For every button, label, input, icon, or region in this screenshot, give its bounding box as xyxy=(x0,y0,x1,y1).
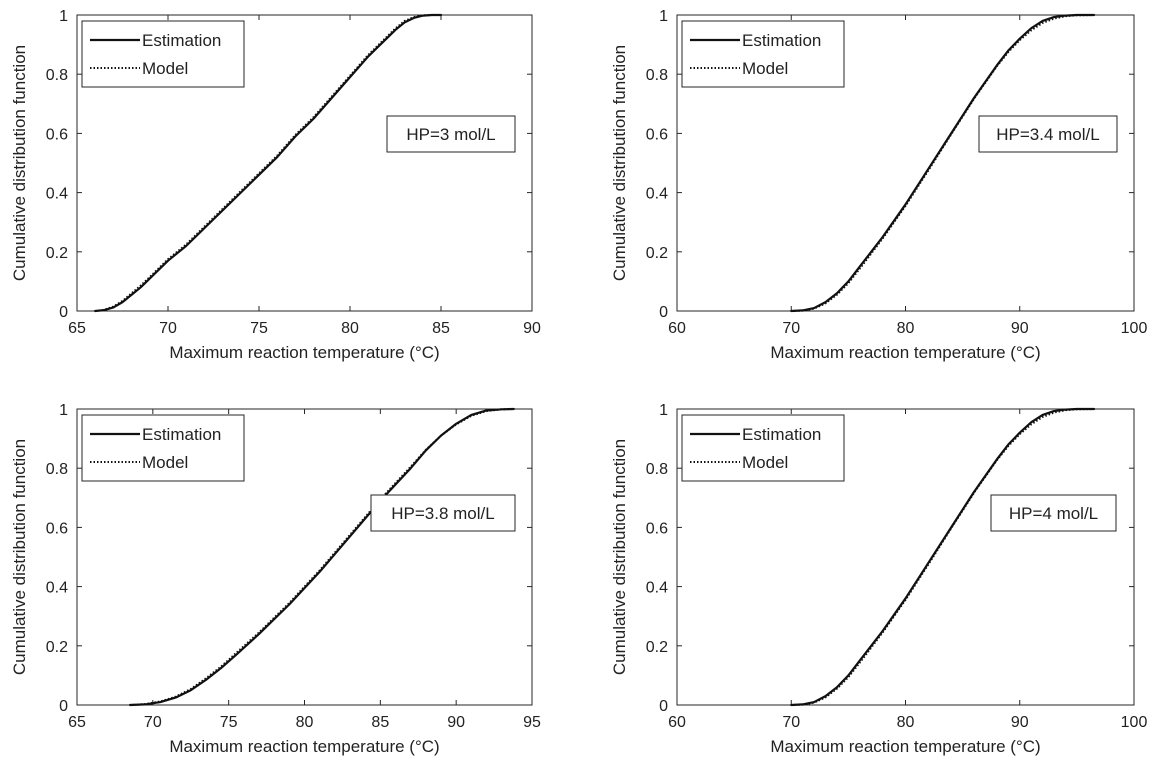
y-tick-label: 0.8 xyxy=(646,461,668,478)
x-axis-title: Maximum reaction temperature (°C) xyxy=(770,343,1040,362)
x-tick-label: 100 xyxy=(1121,320,1148,337)
annotation-text: HP=3 mol/L xyxy=(406,125,495,144)
chart-panel-1: 65 70 75 80 85 90 0 0.2 0.4 0.6 0.8 1 Maximum reacti… xyxy=(10,8,541,362)
y-tick-label: 0.6 xyxy=(46,520,68,537)
x-axis-title: Maximum reaction temperature (°C) xyxy=(169,343,439,362)
x-axis-title: Maximum reaction temperature (°C) xyxy=(770,737,1040,756)
y-tick-label: 0.6 xyxy=(46,126,68,143)
y-tick-label: 0.4 xyxy=(646,186,668,203)
x-tick-label: 70 xyxy=(144,714,162,731)
x-axis-title: Maximum reaction temperature (°C) xyxy=(169,737,439,756)
y-tick-label: 0 xyxy=(659,698,668,715)
legend-box xyxy=(681,414,845,482)
y-tick-label: 0.2 xyxy=(646,639,668,656)
series-line-model xyxy=(791,14,1095,312)
x-tick-label: 60 xyxy=(668,320,686,337)
legend-box xyxy=(681,20,845,88)
legend-label-model: Model xyxy=(142,59,188,78)
x-tick-label: 95 xyxy=(523,714,541,731)
legend-label-model: Model xyxy=(742,453,788,472)
x-tick-label: 75 xyxy=(250,320,268,337)
y-tick-label: 0.2 xyxy=(46,245,68,262)
x-tick-label: 85 xyxy=(432,320,450,337)
y-tick-label: 1 xyxy=(59,402,68,419)
chart-panel-4: 60 70 80 90 100 0 0.2 0.4 0.6 0.8 1 Maximum reactio… xyxy=(610,402,1147,756)
x-tick-label: 100 xyxy=(1121,714,1148,731)
y-tick-label: 0.4 xyxy=(646,580,668,597)
y-tick-label: 1 xyxy=(59,8,68,25)
series-line-model xyxy=(95,14,441,312)
x-tick-label: 70 xyxy=(159,320,177,337)
plot-frame xyxy=(76,14,533,312)
x-tick-label: 70 xyxy=(782,320,800,337)
annotation-text: HP=3.8 mol/L xyxy=(391,504,494,523)
y-axis-title: Cumulative distribution function xyxy=(610,439,629,675)
y-tick-label: 0.8 xyxy=(46,461,68,478)
y-tick-label: 0.4 xyxy=(46,580,68,597)
legend-box xyxy=(81,414,245,482)
series-line-estimation xyxy=(94,13,443,313)
y-tick-label: 0.8 xyxy=(646,67,668,84)
annotation-box xyxy=(386,115,516,153)
y-tick-label: 0.6 xyxy=(646,520,668,537)
y-tick-label: 0 xyxy=(59,304,68,321)
y-tick-label: 0 xyxy=(659,304,668,321)
y-axis-title: Cumulative distribution function xyxy=(10,45,29,281)
y-tick-label: 0.6 xyxy=(646,126,668,143)
x-tick-label: 75 xyxy=(220,714,238,731)
x-tick-label: 80 xyxy=(296,714,314,731)
y-tick-label: 0.4 xyxy=(46,186,68,203)
x-tick-label: 80 xyxy=(341,320,359,337)
y-axis-title: Cumulative distribution function xyxy=(10,439,29,675)
legend-label-estimation: Estimation xyxy=(142,425,221,444)
annotation-text: HP=3.4 mol/L xyxy=(996,125,1099,144)
legend-box xyxy=(81,20,245,88)
annotation-box xyxy=(370,494,516,532)
x-tick-label: 90 xyxy=(447,714,465,731)
series-line-model xyxy=(130,408,514,706)
x-tick-label: 60 xyxy=(668,714,686,731)
annotation-box xyxy=(978,115,1118,153)
x-tick-label: 90 xyxy=(523,320,541,337)
chart-panel-2: 60 70 80 90 100 0 0.2 0.4 0.6 0.8 1 Maximum reactio… xyxy=(610,8,1147,362)
y-tick-label: 0 xyxy=(59,698,68,715)
legend-label-estimation: Estimation xyxy=(742,31,821,50)
series-line-model xyxy=(791,408,1095,706)
y-tick-label: 1 xyxy=(659,402,668,419)
chart-panel-3: 65 70 75 80 85 90 95 0 0.2 0.4 0.6 0.8 1 Maximum reac… xyxy=(10,402,541,756)
legend-label-model: Model xyxy=(142,453,188,472)
x-tick-label: 80 xyxy=(897,714,915,731)
y-tick-label: 1 xyxy=(659,8,668,25)
legend-label-estimation: Estimation xyxy=(142,31,221,50)
x-tick-label: 90 xyxy=(1011,714,1029,731)
y-tick-label: 0.8 xyxy=(46,67,68,84)
x-tick-label: 85 xyxy=(371,714,389,731)
x-tick-label: 80 xyxy=(897,320,915,337)
legend-label-estimation: Estimation xyxy=(742,425,821,444)
x-tick-label: 70 xyxy=(782,714,800,731)
y-tick-label: 0.2 xyxy=(646,245,668,262)
y-tick-label: 0.2 xyxy=(46,639,68,656)
x-tick-label: 90 xyxy=(1011,320,1029,337)
legend-label-model: Model xyxy=(742,59,788,78)
series-line-estimation xyxy=(128,407,515,707)
x-tick-label: 65 xyxy=(68,714,86,731)
y-axis-title: Cumulative distribution function xyxy=(610,45,629,281)
series-line-estimation xyxy=(790,13,1096,313)
annotation-text: HP=4 mol/L xyxy=(1009,504,1098,523)
x-tick-label: 65 xyxy=(68,320,86,337)
series-line-estimation xyxy=(790,407,1096,707)
annotation-box xyxy=(990,494,1117,532)
